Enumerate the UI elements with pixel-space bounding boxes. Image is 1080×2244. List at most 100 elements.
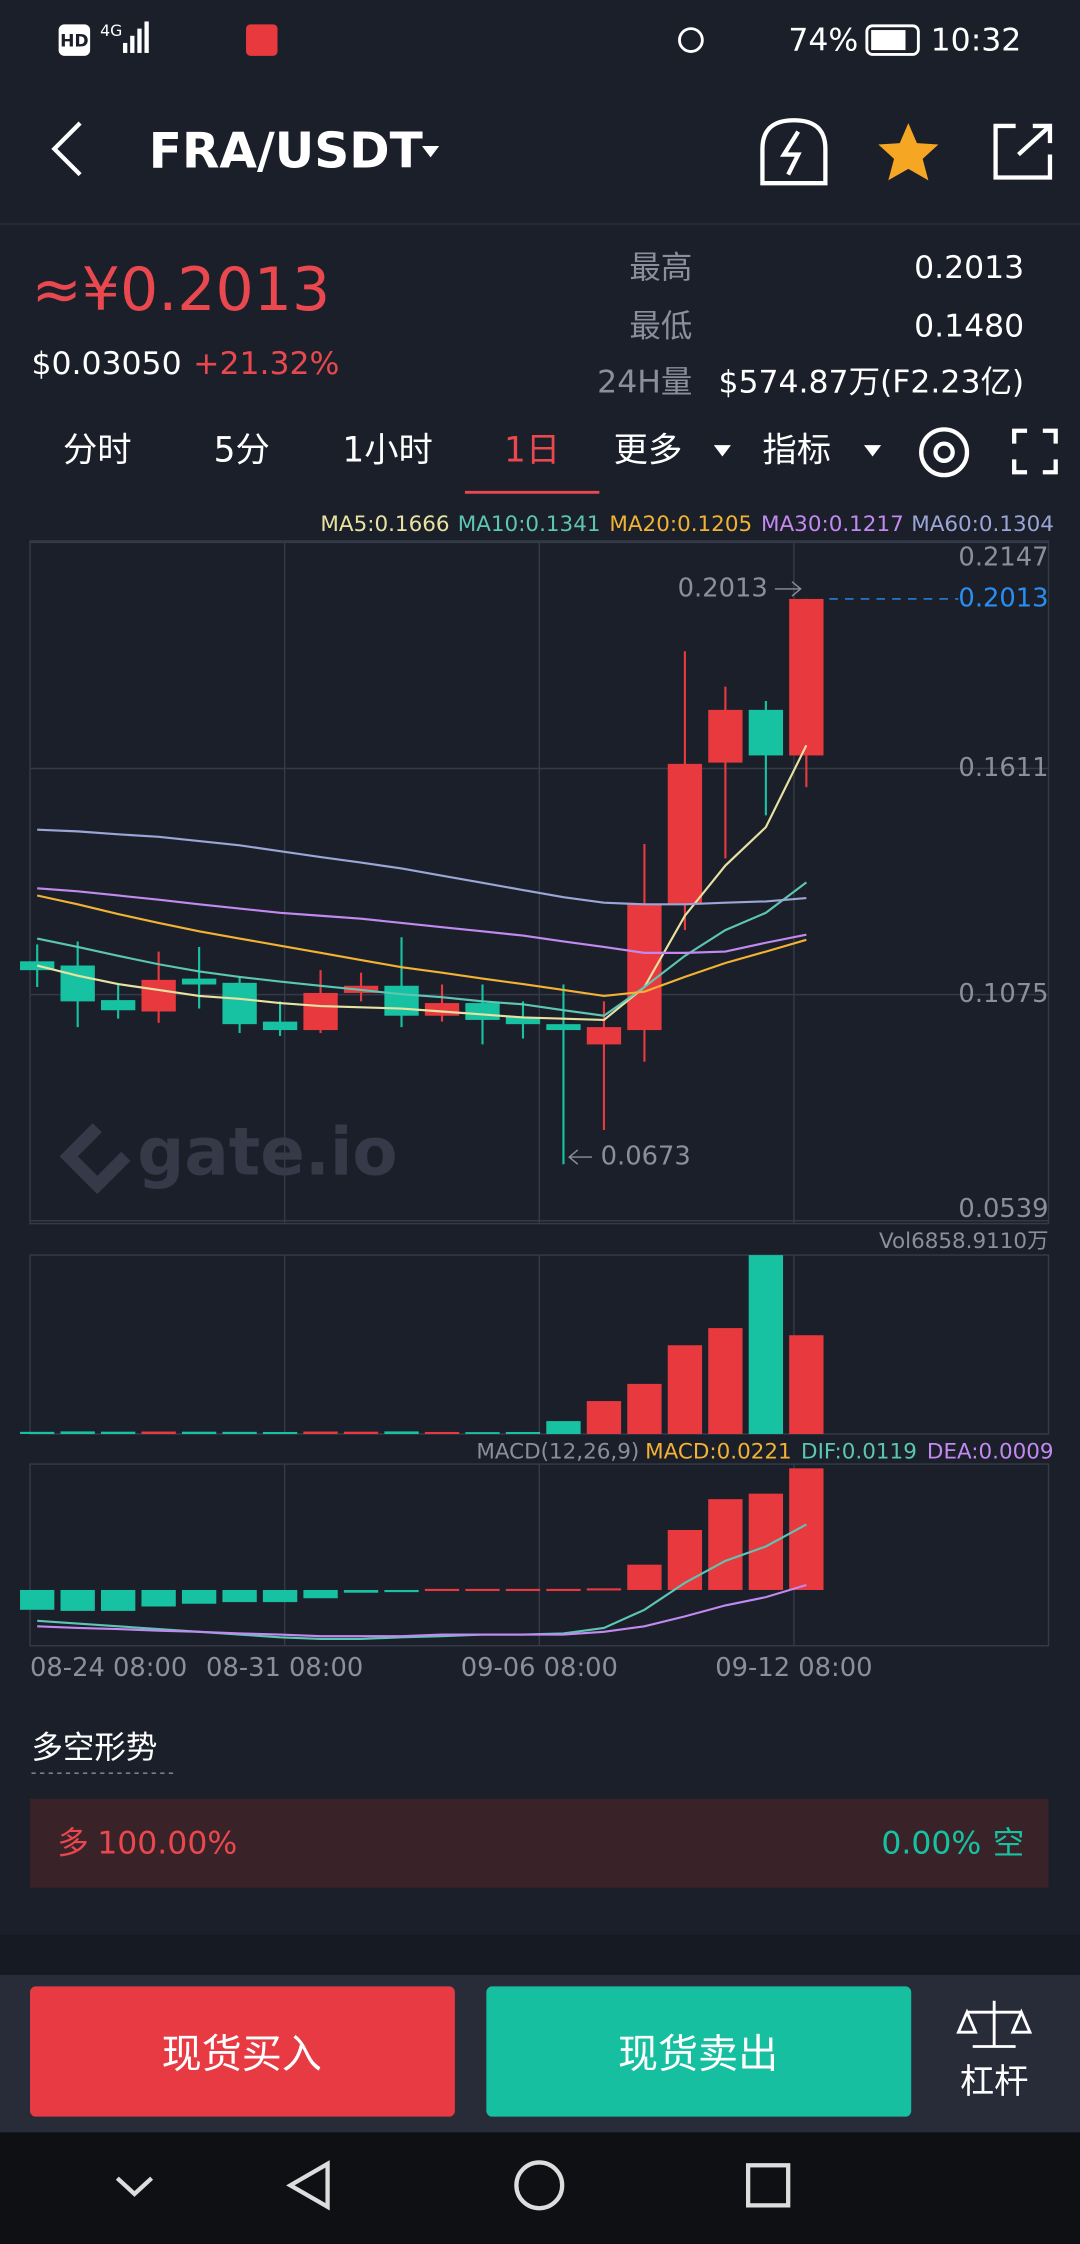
hd-text: HD	[60, 32, 89, 52]
volume-bar	[100, 1431, 136, 1434]
alert-button[interactable]	[760, 118, 828, 186]
volume-bar	[424, 1431, 460, 1434]
low-label: 0.0673	[601, 1142, 691, 1172]
sell-text: 现货卖出	[618, 2032, 778, 2078]
volume-bar	[343, 1431, 379, 1434]
price: ≈¥0.2013	[31, 255, 330, 325]
x-tick-label: 08-24 08:00	[30, 1653, 187, 1683]
battery-icon	[865, 24, 920, 56]
candle-body	[789, 598, 824, 756]
macd-bar	[465, 1588, 500, 1592]
watermark-logo	[59, 1123, 131, 1195]
volume-bar	[586, 1401, 622, 1434]
pair-dropdown[interactable]	[421, 145, 440, 158]
candle-body	[465, 1003, 500, 1020]
macd-bar	[60, 1589, 95, 1611]
tab[interactable]: 5分	[214, 431, 270, 471]
fullscreen-button[interactable]	[1012, 428, 1058, 475]
volume-bar	[222, 1431, 257, 1434]
ma-label: MA20:0.1205	[609, 512, 752, 537]
volume-bar	[546, 1421, 581, 1434]
margin-text[interactable]: 杠杆	[960, 2062, 1029, 2102]
volume-bar	[505, 1431, 541, 1434]
candle-body	[222, 982, 257, 1025]
back-button[interactable]	[51, 121, 82, 177]
candle-body	[181, 978, 217, 985]
ma-label: MA60:0.1304	[911, 512, 1054, 537]
margin-icon[interactable]	[956, 2000, 1033, 2048]
volume-bar	[384, 1431, 419, 1434]
macd-legend: MACD:0.0221	[645, 1440, 792, 1465]
candle-body	[546, 1024, 581, 1031]
battery-text: 74%	[788, 22, 858, 58]
x-tick-label: 08-31 08:00	[206, 1653, 363, 1683]
share-button[interactable]	[993, 123, 1053, 180]
macd-legend: MACD(12,26,9)	[476, 1440, 639, 1465]
volume-bar	[20, 1431, 55, 1434]
macd-bar	[20, 1589, 55, 1610]
low-value: 0.1480	[914, 309, 1024, 345]
tab[interactable]: 1小时	[342, 431, 432, 471]
signal-icon	[123, 21, 149, 53]
macd-bar	[789, 1468, 824, 1590]
favorite-button[interactable]	[878, 123, 939, 181]
buy-button[interactable]	[30, 1986, 455, 2117]
ma-line	[37, 828, 807, 906]
nav-hide[interactable]	[115, 2176, 154, 2197]
short-value: 0.00%	[881, 1826, 981, 1862]
macd-bar	[100, 1589, 136, 1611]
volume-value: $574.87万(F2.23亿)	[718, 365, 1024, 401]
macd-bar	[708, 1499, 743, 1590]
volume-bar	[708, 1328, 743, 1434]
indicator-dropdown[interactable]	[864, 445, 882, 457]
macd-bar	[627, 1564, 662, 1590]
macd-bar	[141, 1589, 176, 1607]
candle-body	[424, 1003, 460, 1016]
ma-line	[36, 881, 807, 1017]
macd-bar	[343, 1589, 379, 1593]
volume-bar	[262, 1431, 298, 1434]
macd-legend: DEA:0.0009	[927, 1440, 1054, 1465]
nav-back[interactable]	[286, 2160, 330, 2211]
candle-body	[100, 1000, 136, 1011]
candle-body	[505, 1016, 541, 1025]
candle-body	[667, 763, 703, 905]
ma-label: MA10:0.1341	[458, 512, 601, 537]
divider	[0, 223, 1080, 225]
candle-body	[586, 1027, 622, 1045]
sell-button[interactable]	[486, 1986, 912, 2117]
candle-body	[262, 1021, 298, 1031]
settings-button[interactable]	[919, 427, 970, 478]
tab[interactable]: 指标	[762, 431, 831, 471]
sentiment-title: 多空形势	[31, 1730, 157, 1766]
candle-body	[708, 709, 743, 763]
candle-body	[303, 992, 338, 1031]
volume-bar	[748, 1255, 784, 1434]
usd-price: $0.03050	[31, 346, 181, 382]
watermark: gate.io	[137, 1113, 397, 1190]
hd-badge	[58, 24, 91, 56]
battery-level	[871, 30, 906, 51]
change: +21.32%	[193, 346, 339, 382]
candle-body	[748, 709, 784, 756]
tab[interactable]: 分时	[63, 431, 132, 471]
eye-icon	[678, 27, 704, 53]
ma-label: MA30:0.1217	[761, 512, 904, 537]
volume-bar	[303, 1431, 338, 1434]
volume-bar	[181, 1431, 217, 1434]
more-dropdown[interactable]	[713, 445, 731, 457]
sentiment-bar	[30, 1798, 1049, 1888]
nav-home[interactable]	[514, 2160, 565, 2211]
y-tick-label: 0.1611	[958, 753, 1048, 783]
pair-title[interactable]: FRA/USDT	[149, 124, 423, 180]
macd-bar	[424, 1588, 460, 1592]
nav-recent[interactable]	[745, 2163, 791, 2208]
dea-line	[37, 1583, 807, 1638]
high-label: 最高	[629, 250, 692, 286]
ma-line	[37, 887, 807, 954]
tab[interactable]: 1日	[504, 431, 560, 471]
nav-bar	[0, 2132, 1080, 2244]
tab-underline	[464, 490, 600, 494]
tab[interactable]: 更多	[614, 431, 683, 471]
